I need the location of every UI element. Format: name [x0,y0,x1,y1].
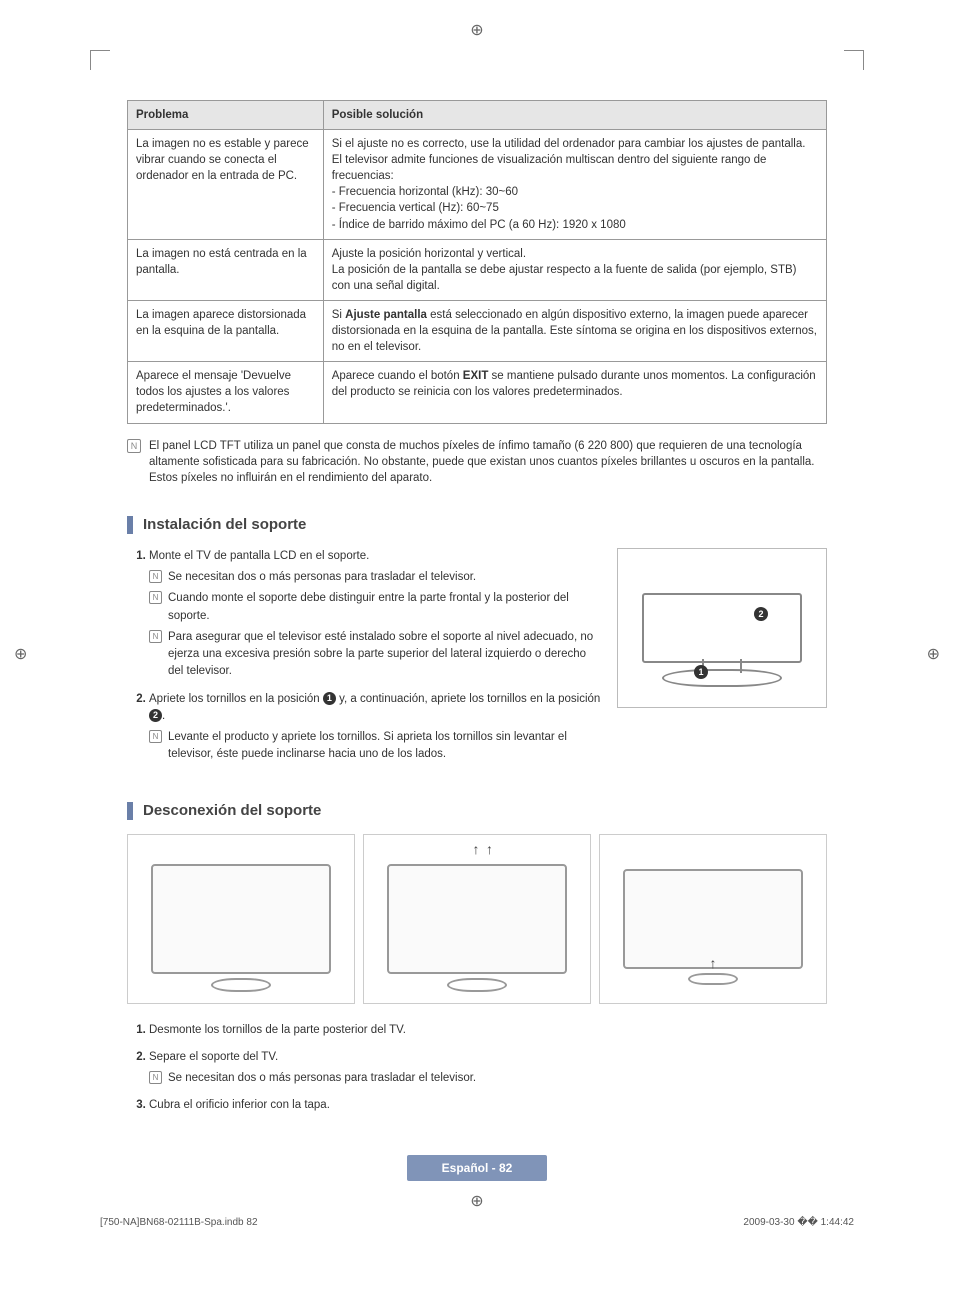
crop-mark [844,50,864,70]
arrow-up-icon: ↑ [710,955,717,971]
print-footer: [750-NA]BN68-02111B-Spa.indb 82 2009-03-… [0,1211,954,1228]
table-cell-problem: La imagen no es estable y parece vibrar … [128,130,324,240]
table-cell-solution: Si Ajuste pantalla está seleccionado en … [323,300,826,361]
install-diagram: 2 1 [617,548,827,708]
table-cell-problem: La imagen aparece distorsionada en la es… [128,300,324,361]
registration-mark-bottom: ⊕ [0,1191,954,1211]
table-cell-solution: Si el ajuste no es correcto, use la util… [323,130,826,240]
stand-cover-illustration [688,973,738,985]
tv-back-illustration [623,869,803,969]
page-content: Problema Posible solución La imagen no e… [127,100,827,1181]
disconnect-panel-3: ↑ [599,834,827,1004]
col-header-solution: Posible solución [323,101,826,130]
tv-back-illustration [151,864,331,974]
install-note: NPara asegurar que el televisor esté ins… [149,629,601,681]
note-icon: N [149,570,162,583]
section-title-disconnect: Desconexión del soporte [143,802,321,819]
disconnect-panel-1 [127,834,355,1004]
lcd-note: N El panel LCD TFT utiliza un panel que … [127,438,827,486]
registration-mark-left: ⊕ [14,644,27,664]
table-cell-problem: Aparece el mensaje 'Devuelve todos los a… [128,362,324,423]
install-step-2-note: N Levante el producto y apriete los torn… [149,729,601,764]
note-icon: N [149,730,162,743]
disconnect-step-3: Cubra el orificio inferior con la tapa. [149,1097,827,1114]
install-note: NCuando monte el soporte debe distinguir… [149,590,601,625]
note-icon: N [149,591,162,604]
callout-1-icon: 1 [323,692,336,705]
page-footer-badge: Español - 82 [407,1155,547,1181]
disconnect-step-2-note: N Se necesitan dos o más personas para t… [149,1070,827,1087]
lcd-note-text: El panel LCD TFT utiliza un panel que co… [149,438,827,486]
diagram-callout-1-icon: 1 [694,665,708,679]
registration-mark-top: ⊕ [0,20,954,40]
tv-illustration [642,593,802,663]
disconnect-step-2: Separe el soporte del TV. N Se necesitan… [149,1049,827,1088]
section-bar [127,516,133,534]
disconnect-step-1: Desmonte los tornillos de la parte poste… [149,1022,827,1039]
note-icon: N [149,1071,162,1084]
section-bar [127,802,133,820]
section-header-install: Instalación del soporte [127,516,827,534]
disconnect-panel-2: ↑ ↑ [363,834,591,1004]
print-datetime: 2009-03-30 �� 1:44:42 [743,1217,854,1228]
arrow-up-icon: ↑ [472,841,479,857]
table-cell-problem: La imagen no está centrada en la pantall… [128,239,324,300]
col-header-problem: Problema [128,101,324,130]
install-step-2-text: Apriete los tornillos en la posición 1 y… [149,693,600,722]
install-steps: Monte el TV de pantalla LCD en el soport… [127,548,601,764]
note-icon: N [127,439,141,453]
install-note: NSe necesitan dos o más personas para tr… [149,569,601,586]
tv-back-illustration [387,864,567,974]
install-step-1-text: Monte el TV de pantalla LCD en el soport… [149,550,369,562]
crop-mark [90,50,110,70]
disconnect-diagrams: ↑ ↑ ↑ [127,834,827,1004]
callout-2-icon: 2 [149,709,162,722]
diagram-callout-2-icon: 2 [754,607,768,621]
table-cell-solution: Aparece cuando el botón EXIT se mantiene… [323,362,826,423]
install-step-2: Apriete los tornillos en la posición 1 y… [149,691,601,764]
table-cell-solution: Ajuste la posición horizontal y vertical… [323,239,826,300]
section-title-install: Instalación del soporte [143,516,306,533]
install-step-1: Monte el TV de pantalla LCD en el soport… [149,548,601,681]
arrow-up-icon: ↑ [486,841,493,857]
disconnect-steps: Desmonte los tornillos de la parte poste… [127,1022,827,1115]
troubleshooting-table: Problema Posible solución La imagen no e… [127,100,827,424]
registration-mark-right: ⊕ [927,644,940,664]
print-file: [750-NA]BN68-02111B-Spa.indb 82 [100,1217,258,1228]
note-icon: N [149,630,162,643]
section-header-disconnect: Desconexión del soporte [127,802,827,820]
